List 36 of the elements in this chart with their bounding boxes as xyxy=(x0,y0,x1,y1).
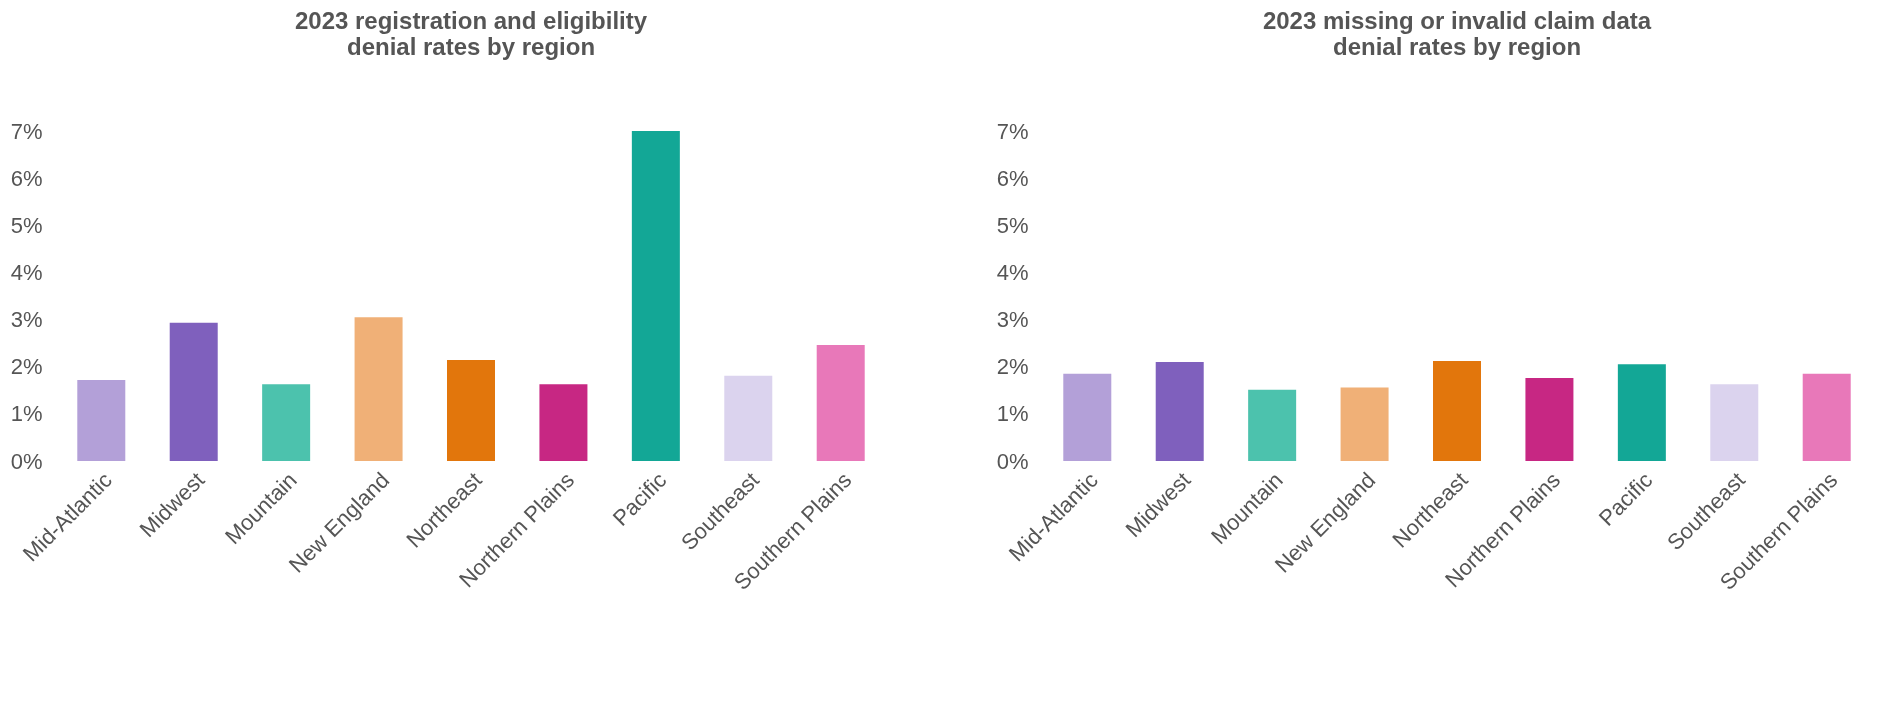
bar xyxy=(169,322,218,461)
y-tick-label: 6% xyxy=(10,165,43,191)
bar xyxy=(1063,373,1112,461)
y-tick-label: 3% xyxy=(10,307,43,333)
bar xyxy=(1340,387,1389,461)
y-tick-label: 2% xyxy=(10,354,43,380)
y-tick-label: 2% xyxy=(996,354,1029,380)
y-tick-label: 4% xyxy=(10,259,43,285)
y-tick-label: 0% xyxy=(996,448,1029,474)
bar xyxy=(1155,362,1204,461)
chart-title: 2023 registration and eligibility denial rates by region xyxy=(294,7,648,60)
y-tick-label: 5% xyxy=(996,212,1029,238)
bar xyxy=(724,375,773,461)
y-tick-label: 5% xyxy=(10,212,43,238)
y-tick-label: 1% xyxy=(996,401,1029,427)
bar xyxy=(1248,389,1297,461)
bar xyxy=(1617,364,1666,461)
bar xyxy=(816,345,865,461)
y-tick-label: 3% xyxy=(996,307,1029,333)
y-tick-label: 1% xyxy=(10,401,43,427)
y-tick-label: 7% xyxy=(996,118,1029,144)
y-tick-label: 7% xyxy=(10,118,43,144)
y-tick-label: 0% xyxy=(10,448,43,474)
chart-title: 2023 missing or invalid claim data denial rates by region xyxy=(1262,7,1652,60)
bar xyxy=(1525,378,1574,461)
bar xyxy=(354,317,403,461)
bar xyxy=(77,379,126,461)
y-tick-label: 6% xyxy=(996,165,1029,191)
bar xyxy=(539,384,588,461)
bar xyxy=(631,131,680,461)
bar xyxy=(1433,361,1481,461)
y-tick-label: 4% xyxy=(996,259,1029,285)
bar xyxy=(1710,384,1759,461)
bar xyxy=(1802,373,1851,461)
bar xyxy=(262,384,311,461)
bar xyxy=(447,360,495,461)
